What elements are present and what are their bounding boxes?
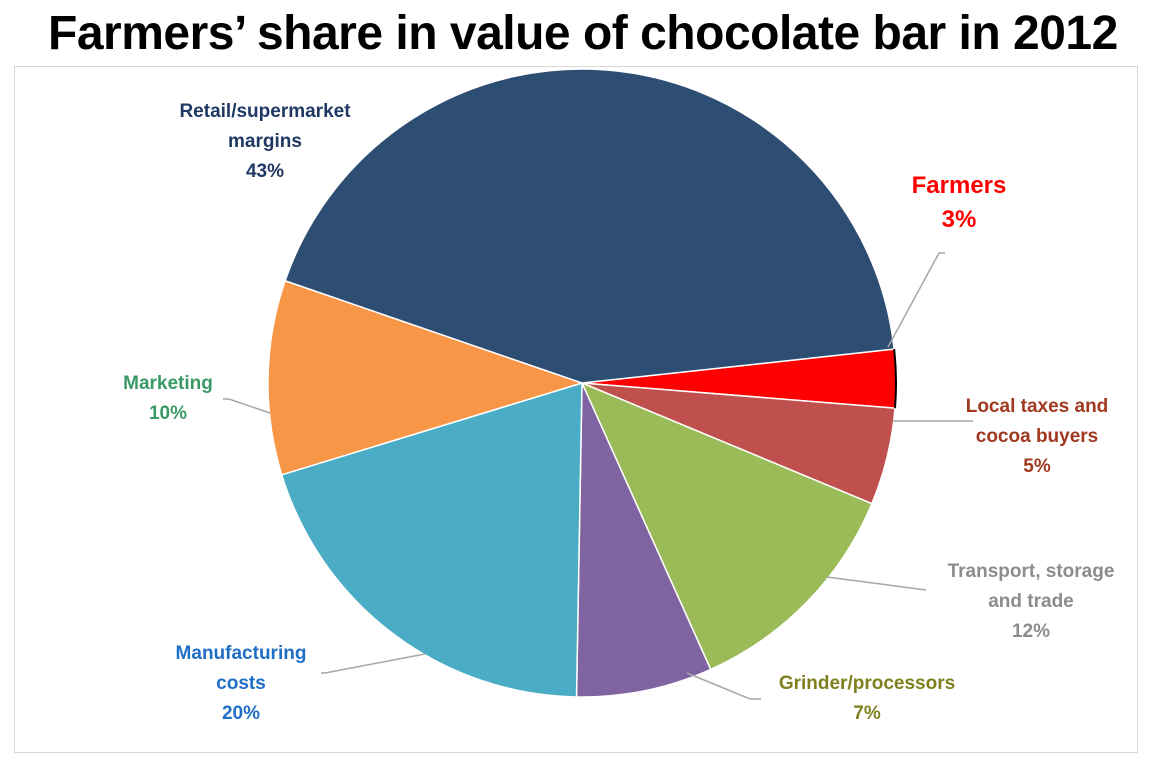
slice-label-local-taxes-and-cocoa-buyers: Local taxes and cocoa buyers 5%: [966, 396, 1109, 477]
chart-frame: Farmers 3% Local taxes and cocoa buyers 5% Tr…: [14, 66, 1138, 753]
slice-category-label: Marketing: [123, 373, 213, 394]
slice-label-farmers: Farmers 3%: [912, 172, 1007, 233]
slice-label-manufacturing-costs: Manufacturing costs 20%: [176, 643, 307, 724]
slice-value-label: 3%: [942, 206, 977, 233]
leader-line-grinder-processors: [686, 672, 761, 700]
slice-category-label: Local taxes and: [966, 396, 1109, 417]
slice-value-label: 20%: [222, 703, 260, 724]
leader-line-farmers: [887, 252, 945, 348]
leader-lines: [223, 252, 973, 700]
pie-chart: Farmers 3% Local taxes and cocoa buyers 5% Tr…: [123, 68, 1114, 724]
slice-label-marketing: Marketing 10%: [123, 373, 213, 424]
slice-category-label: Manufacturing: [176, 643, 307, 664]
leader-line-transport-storage-and-trade: [826, 576, 927, 591]
slice-value-label: 7%: [853, 703, 881, 724]
slice-value-label: 43%: [246, 161, 284, 182]
slice-category-label: and trade: [988, 591, 1074, 612]
slice-category-label: margins: [228, 131, 302, 152]
slice-category-label: cocoa buyers: [976, 426, 1099, 447]
leader-line-manufacturing-costs: [321, 653, 426, 674]
leader-line-marketing: [223, 398, 271, 414]
farmers-slice-outline: [893, 348, 897, 409]
slice-label-retail-supermarket-margins: Retail/supermarket margins 43%: [179, 101, 351, 182]
slice-value-label: 5%: [1023, 456, 1051, 477]
slice-value-label: 12%: [1012, 621, 1050, 642]
pie-slice-grinder-processors: [575, 382, 712, 698]
pie-slice-marketing: [267, 279, 585, 476]
page-title: Farmers’ share in value of chocolate bar…: [48, 7, 1118, 60]
pie-slice-transport-storage-and-trade: [580, 381, 873, 671]
slice-category-label: Farmers: [912, 172, 1007, 199]
slice-label-transport-storage-and-trade: Transport, storage and trade 12%: [948, 561, 1115, 642]
slice-category-label: Transport, storage: [948, 561, 1115, 582]
slice-category-label: Grinder/processors: [779, 673, 955, 694]
pie-slices: [267, 68, 897, 698]
slice-value-label: 10%: [149, 403, 187, 424]
slice-label-grinder-processors: Grinder/processors 7%: [779, 673, 955, 724]
pie-slice-manufacturing-costs: [280, 381, 583, 698]
slice-category-label: costs: [216, 673, 266, 694]
slice-category-label: Retail/supermarket: [179, 101, 351, 122]
pie-slice-retail-supermarket-margins: [284, 68, 895, 384]
slice-labels: Farmers 3% Local taxes and cocoa buyers 5% Tr…: [123, 101, 1114, 724]
